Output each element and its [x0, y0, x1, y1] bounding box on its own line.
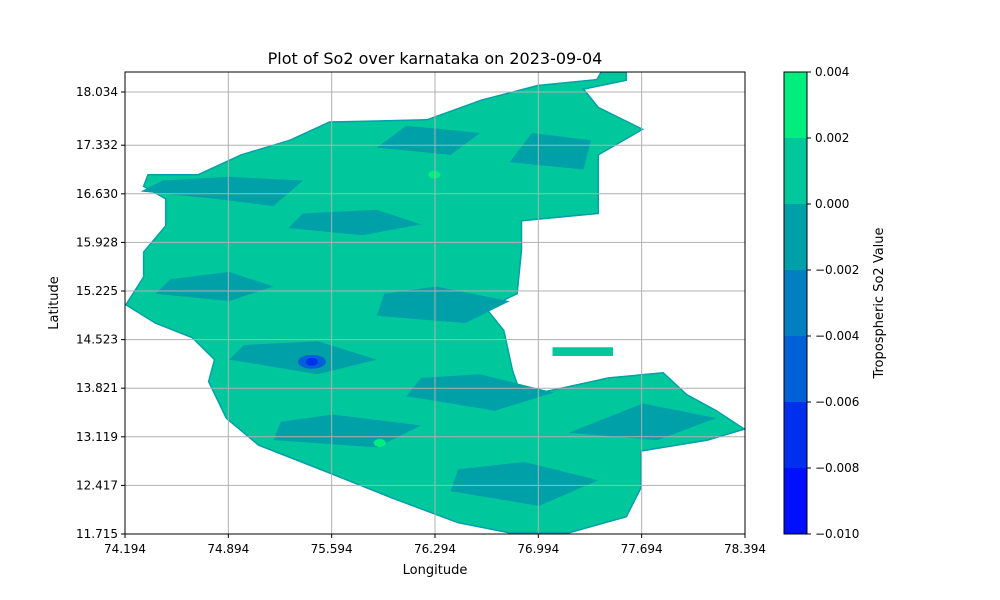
x-tick-label-5: 77.694 — [621, 542, 663, 556]
hotspot-core-2 — [373, 438, 386, 447]
x-tick-label-4: 76.994 — [517, 542, 559, 556]
low-so2-patch-9 — [376, 125, 481, 155]
y-tick-label-2: 13.119 — [76, 430, 118, 444]
low-so2-patch-1 — [288, 209, 422, 236]
hotspot-0 — [297, 354, 326, 369]
x-axis-ticks: 74.194 74.894 75.594 76.294 76.994 77.694 78.3… — [104, 534, 766, 556]
colorbar-tick-label-7: −0.010 — [815, 527, 859, 541]
low-so2-patch-5 — [406, 374, 554, 411]
y-tick-label-4: 14.523 — [76, 333, 118, 347]
hotspot-1 — [428, 170, 441, 179]
low-so2-patch-8 — [509, 133, 591, 170]
colorbar-label: Tropospheric So2 Value — [872, 227, 887, 379]
y-tick-label-0: 11.715 — [76, 527, 118, 541]
colorbar-ticks: 0.004 0.002 0.000 −0.002 −0.004 −0.006 −0.008 −… — [807, 65, 859, 541]
low-so2-patch-6 — [273, 414, 422, 448]
plot-area: 74.194 74.894 75.594 76.294 76.994 77.694 78.3… — [76, 71, 766, 556]
y-tick-label-6: 15.928 — [76, 235, 118, 249]
colorbar-tick-label-2: 0.000 — [815, 197, 849, 211]
grid-lines — [125, 72, 745, 534]
colorbar-tick-label-0: 0.004 — [815, 65, 849, 79]
x-tick-label-1: 74.894 — [207, 542, 249, 556]
colorbar-frame — [783, 71, 808, 535]
low-so2-patch-0 — [140, 176, 303, 207]
y-axis-ticks: 11.715 12.417 13.119 13.821 14.523 15.225 15.9… — [76, 85, 125, 541]
y-tick-label-3: 13.821 — [76, 381, 118, 395]
colorbar-bands — [784, 72, 807, 534]
isolated-patch — [552, 347, 613, 356]
y-tick-label-8: 17.332 — [76, 138, 118, 152]
low-so2-patch-7 — [450, 462, 599, 506]
colorbar-tick-label-4: −0.004 — [815, 329, 859, 343]
colorbar-band-5 — [784, 402, 807, 468]
colorbar-tick-label-1: 0.002 — [815, 131, 849, 145]
y-tick-label-9: 18.034 — [76, 85, 118, 99]
low-so2-patch-3 — [376, 286, 510, 324]
y-axis-label: Latitude — [47, 276, 62, 330]
chart-title: Plot of So2 over karnataka on 2023-09-04 — [268, 49, 603, 68]
x-tick-label-6: 78.394 — [724, 542, 766, 556]
y-tick-label-5: 15.225 — [76, 284, 118, 298]
colorbar-tick-label-6: −0.008 — [815, 461, 859, 475]
hotspot-2 — [373, 438, 386, 447]
colorbar-band-1 — [784, 138, 807, 204]
hotspot-core-0 — [305, 357, 318, 366]
colorbar: 0.004 0.002 0.000 −0.002 −0.004 −0.006 −0.008 −… — [783, 65, 887, 541]
x-tick-label-3: 76.294 — [414, 542, 456, 556]
x-axis-label: Longitude — [403, 563, 468, 578]
colorbar-band-2 — [784, 204, 807, 270]
low-so2-patch-2 — [155, 271, 274, 302]
colorbar-band-6 — [784, 468, 807, 534]
colorbar-tick-label-3: −0.002 — [815, 263, 859, 277]
y-tick-label-1: 12.417 — [76, 478, 118, 492]
colorbar-band-0 — [784, 72, 807, 138]
y-tick-label-7: 16.630 — [76, 187, 118, 201]
colorbar-band-3 — [784, 270, 807, 336]
colorbar-tick-label-5: −0.006 — [815, 395, 859, 409]
colorbar-band-4 — [784, 336, 807, 402]
x-tick-label-2: 75.594 — [311, 542, 353, 556]
low-so2-patch-10 — [568, 403, 717, 441]
hotspot-core-1 — [428, 170, 441, 179]
x-tick-label-0: 74.194 — [104, 542, 146, 556]
